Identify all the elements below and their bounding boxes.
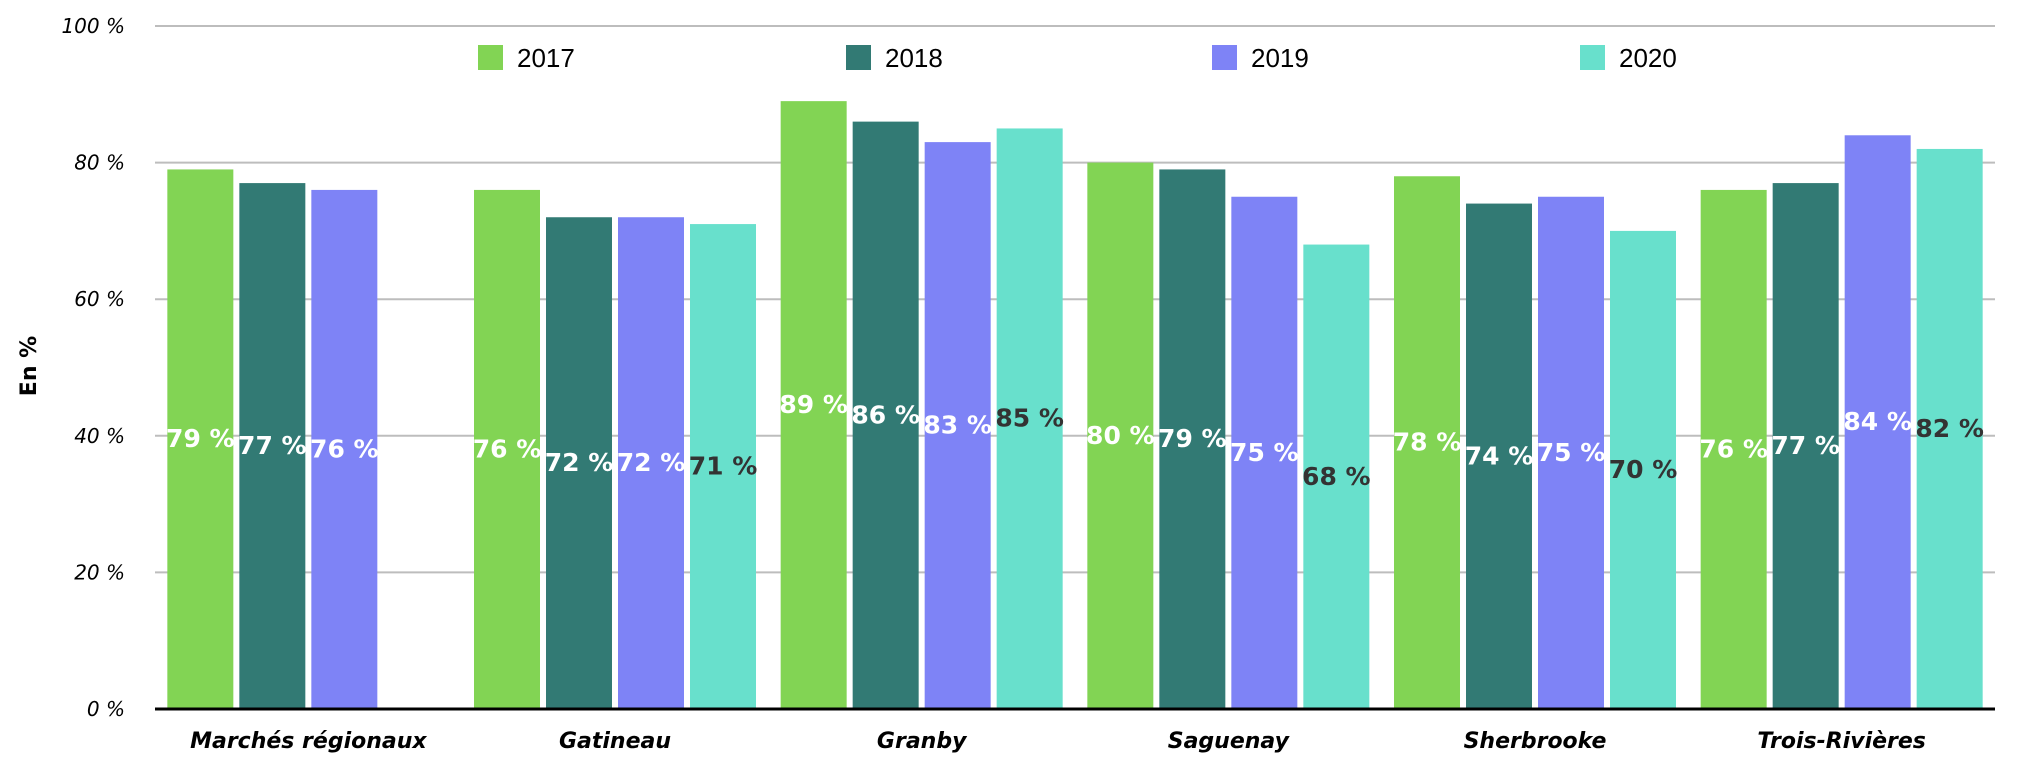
bar-2019 — [1844, 135, 1911, 709]
data-label: 78 % — [1393, 428, 1462, 457]
legend: 2017 2018 2019 2020 — [478, 43, 1677, 73]
x-category-label: Saguenay — [1168, 729, 1291, 754]
data-label: 79 % — [166, 424, 235, 453]
legend-label: 2020 — [1619, 43, 1677, 73]
bar-2017 — [167, 169, 234, 709]
data-label: 82 % — [1915, 414, 1984, 443]
data-label: 77 % — [238, 431, 307, 460]
data-label: 74 % — [1465, 441, 1534, 470]
bar-2019 — [618, 217, 684, 710]
bar-2017 — [780, 101, 847, 709]
y-tick-label: 0 % — [87, 697, 125, 721]
data-label: 77 % — [1771, 431, 1840, 460]
data-label: 72 % — [545, 448, 614, 477]
bar-2018 — [1772, 183, 1839, 710]
bar-2019 — [1538, 196, 1604, 709]
data-labels: 79 % 77 % 76 % 76 % 72 % 72 % 71 %89 % 86 % 83 %… — [166, 390, 1984, 491]
data-label: 76 % — [473, 434, 542, 463]
y-axis-ticks: 0 % 20 % 40 % 60 % 80 % 100 % — [61, 14, 125, 721]
bar-2019 — [311, 189, 378, 710]
y-tick-label: 100 % — [61, 14, 125, 38]
bar-2019 — [1231, 196, 1298, 709]
data-label: 84 % — [1843, 407, 1912, 436]
y-tick-label: 80 % — [74, 151, 125, 175]
data-label: 86 % — [851, 400, 920, 429]
legend-label: 2019 — [1251, 43, 1309, 73]
data-label: 79 % — [1158, 424, 1227, 453]
legend-label: 2017 — [517, 43, 575, 73]
bar-2018 — [1159, 169, 1226, 709]
bar-2020 — [690, 224, 756, 709]
legend-swatch-2017 — [478, 45, 503, 70]
y-axis-label: En % — [17, 336, 42, 396]
data-label: 75 % — [1537, 438, 1606, 467]
y-tick-label: 40 % — [74, 424, 125, 448]
x-category-label: Granby — [877, 729, 968, 754]
bar-2018 — [1466, 203, 1532, 709]
data-label: 72 % — [617, 448, 686, 477]
bar-2019 — [924, 142, 991, 710]
legend-swatch-2018 — [846, 45, 871, 70]
bar-2018 — [852, 121, 919, 710]
bar-2018 — [546, 217, 612, 710]
data-label: 80 % — [1086, 421, 1155, 450]
data-label: 83 % — [923, 411, 992, 440]
data-label: 89 % — [779, 390, 848, 419]
x-axis-categories: Marchés régionaux Gatineau Granby Saguenay S… — [190, 729, 1926, 754]
bars — [167, 101, 1983, 710]
bar-2020 — [1916, 148, 1983, 709]
x-category-label: Trois-Rivières — [1757, 729, 1925, 754]
legend-swatch-2019 — [1212, 45, 1237, 70]
data-label: 70 % — [1609, 455, 1678, 484]
x-category-label: Sherbrooke — [1464, 729, 1607, 754]
data-label: 75 % — [1230, 438, 1299, 467]
bar-2017 — [474, 189, 540, 710]
data-label: 76 % — [310, 434, 379, 463]
data-label: 76 % — [1699, 434, 1768, 463]
bar-2020 — [996, 128, 1063, 709]
grid-lines — [155, 25, 1995, 574]
data-label: 68 % — [1302, 462, 1371, 491]
bar-2020 — [1303, 244, 1370, 709]
legend-label: 2018 — [885, 43, 943, 73]
y-tick-label: 20 % — [74, 560, 125, 584]
x-category-label: Gatineau — [559, 729, 671, 754]
data-label: 71 % — [689, 452, 758, 481]
x-category-label: Marchés régionaux — [190, 729, 427, 754]
bar-2017 — [1700, 189, 1767, 710]
data-label: 85 % — [995, 404, 1064, 433]
bar-2020 — [1610, 230, 1676, 709]
bar-2017 — [1394, 176, 1460, 709]
bar-2017 — [1087, 162, 1154, 710]
bar-2018 — [239, 183, 306, 710]
y-tick-label: 60 % — [74, 287, 125, 311]
legend-swatch-2020 — [1580, 45, 1605, 70]
